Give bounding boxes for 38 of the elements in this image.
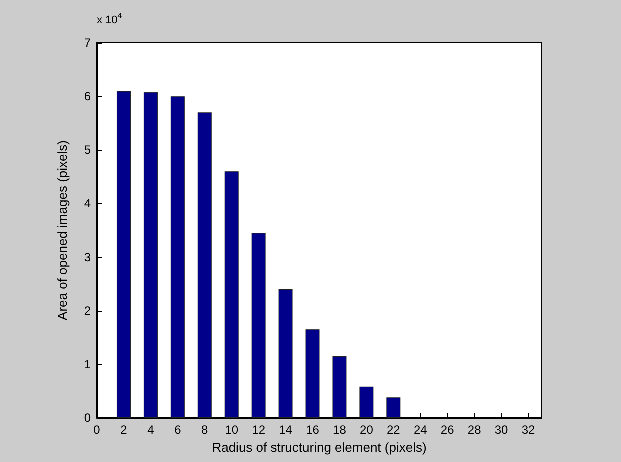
y-tick-label: 2 xyxy=(84,304,92,318)
bar xyxy=(170,96,185,418)
bar xyxy=(278,289,293,418)
x-tick-label: 2 xyxy=(120,423,128,437)
bar xyxy=(224,172,239,418)
x-tick-label: 32 xyxy=(522,423,536,437)
x-tick-label: 14 xyxy=(279,423,293,437)
y-tick-label: 7 xyxy=(84,36,92,50)
x-tick-label: 18 xyxy=(333,423,347,437)
bar xyxy=(332,356,347,418)
bar xyxy=(252,233,266,418)
x-tick-label: 20 xyxy=(360,423,374,437)
bar xyxy=(144,92,158,418)
x-axis-title: Radius of structuring element (pixels) xyxy=(212,440,427,455)
x-tick-label: 30 xyxy=(494,423,509,437)
y-axis-title: Area of opened images (pixels) xyxy=(55,140,70,320)
bar xyxy=(360,386,374,418)
bar xyxy=(386,398,401,418)
y-tick-label: 6 xyxy=(84,90,92,104)
x-tick-label: 10 xyxy=(225,423,239,437)
y-tick-label: 4 xyxy=(84,196,92,211)
x-tick-label: 22 xyxy=(386,423,401,437)
x-tick-label: 16 xyxy=(306,423,320,437)
x-tick-label: 6 xyxy=(174,423,182,437)
x-tick-label: 0 xyxy=(94,423,101,437)
x-tick-label: 4 xyxy=(148,423,155,437)
y-tick-label: 0 xyxy=(84,411,92,425)
x-tick-label: 8 xyxy=(202,423,209,437)
x-tick-label: 28 xyxy=(468,423,482,437)
x-tick-label: 12 xyxy=(252,423,266,437)
bar xyxy=(116,91,131,418)
y-tick-label: 5 xyxy=(84,143,92,158)
bar xyxy=(306,330,320,418)
y-tick-label: 1 xyxy=(84,357,92,372)
x-tick-label: 24 xyxy=(414,423,428,437)
bar xyxy=(198,112,212,418)
x-tick-label: 26 xyxy=(440,423,455,437)
y-tick-label: 3 xyxy=(84,250,92,264)
